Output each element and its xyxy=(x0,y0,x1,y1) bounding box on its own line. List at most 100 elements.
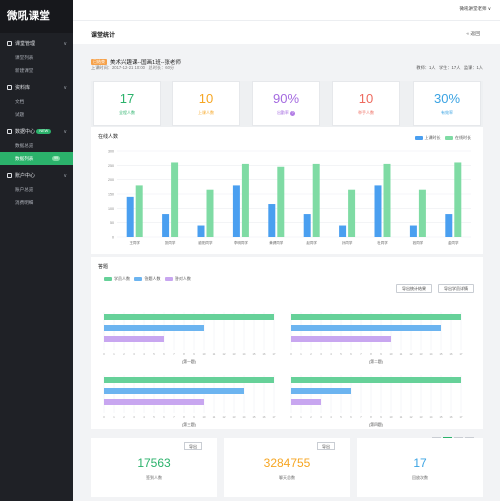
x-tick-label: 赵同学 xyxy=(306,240,317,245)
x-tick-label: 4 xyxy=(143,415,145,419)
x-tick-label: 15 xyxy=(253,352,256,356)
chat-card: 导出 3284755 聊天总数 xyxy=(224,438,350,497)
quiz-bar xyxy=(104,314,274,320)
chevron-down-icon: ∨ xyxy=(63,129,67,135)
stat-value: 17 xyxy=(119,91,135,106)
help-icon[interactable]: ? xyxy=(290,111,296,116)
sidebar-group-library[interactable]: 资料库 ∨ xyxy=(0,81,73,95)
y-tick-label: 50 xyxy=(110,221,114,225)
bar-class-time xyxy=(339,225,347,237)
sidebar-item-billing[interactable]: 消费明细 xyxy=(15,200,34,205)
sidebar-item-docs[interactable]: 文档 xyxy=(15,99,25,104)
x-tick-label: 9 xyxy=(193,352,195,356)
x-tick-label: 2 xyxy=(310,352,312,356)
sidebar-item-data-overview[interactable]: 数据总览 xyxy=(15,143,34,148)
quiz-bar xyxy=(104,325,204,331)
bar-class-time xyxy=(126,196,134,237)
sidebar-item-account-overview[interactable]: 账户总览 xyxy=(15,187,34,192)
sidebar-item-data-list[interactable]: 数据列表 99 xyxy=(0,152,73,165)
x-tick-label: 13 xyxy=(420,352,423,356)
x-tick-label: 10 xyxy=(203,352,206,356)
stat-card: 30% 有效率 xyxy=(413,81,481,126)
data-icon xyxy=(7,129,12,135)
x-tick-label: 9 xyxy=(380,415,382,419)
new-badge: NEW xyxy=(36,129,52,135)
x-tick-label: 12 xyxy=(223,415,226,419)
subplot-caption: (第四题) xyxy=(369,422,384,427)
x-tick-label: 16 xyxy=(450,352,453,356)
x-tick-label: 11 xyxy=(213,415,216,419)
legend-label: 上课时长 xyxy=(424,135,441,140)
stat-label: 举手人数 xyxy=(358,110,374,115)
x-tick-label: 14 xyxy=(243,415,246,419)
sidebar-item-course-list[interactable]: 课堂列表 xyxy=(15,55,34,60)
x-tick-label: 2 xyxy=(123,352,125,356)
bar-class-time xyxy=(268,204,276,237)
sidebar-group-account[interactable]: 账户中心 ∨ xyxy=(0,169,73,183)
lesson-meta: 上课时间：2017-12-21 10:00 总时长：60分 xyxy=(91,65,175,70)
online-bar-chart: 300 250 200 150 100 50 0 王同学 张同学 欧阳同学 李明同学 黄健同学 赵同学 孙… xyxy=(108,150,471,245)
export-button[interactable]: 导出 xyxy=(317,442,335,450)
x-tick-label: 11 xyxy=(400,352,403,356)
x-tick-label: 10 xyxy=(203,415,206,419)
x-tick-label: 10 xyxy=(390,352,393,356)
legend-swatch xyxy=(134,276,143,281)
x-tick-label: 5 xyxy=(153,352,155,356)
stat-label: 签到人数 xyxy=(146,475,162,480)
x-tick-label: 7 xyxy=(360,415,362,419)
x-tick-label: 钱同学 xyxy=(413,240,424,245)
sidebar-item-new-course[interactable]: 新建课堂 xyxy=(15,68,34,73)
sidebar: 微吼课堂 课堂管理 ∨ 课堂列表 新建课堂 资料库 ∨ 文档 试题 数据中心 N… xyxy=(0,0,73,501)
x-tick-label: 4 xyxy=(330,415,332,419)
export-button[interactable]: 导出 xyxy=(184,442,202,450)
subplot-caption: (第二题) xyxy=(369,359,384,364)
quiz-bar xyxy=(104,388,244,394)
x-tick-label: 杜同学 xyxy=(377,240,388,245)
x-tick-label: 5 xyxy=(340,415,342,419)
y-tick-label: 0 xyxy=(112,236,114,240)
bar-online-time xyxy=(312,163,320,237)
replay-card: 17 回放次数 xyxy=(357,438,483,497)
export-stats-button[interactable]: 导出统计结果 xyxy=(396,284,432,293)
export-detail-button[interactable]: 导出学员详情 xyxy=(438,284,474,293)
stat-value: 17563 xyxy=(137,456,171,470)
bar-online-time xyxy=(383,163,391,237)
back-link[interactable]: « 返回 xyxy=(466,32,480,37)
lesson-name: 美术兴趣课--国画1班--张老师 xyxy=(110,59,181,66)
x-tick-label: 2 xyxy=(123,415,125,419)
bar-online-time xyxy=(277,166,285,237)
x-tick-label: 14 xyxy=(430,415,433,419)
x-tick-label: 0 xyxy=(103,415,105,419)
chart-legend: 上课时长 在线时长 xyxy=(414,135,471,141)
stat-card: 10 上课人数 xyxy=(172,81,240,126)
x-tick-label: 3 xyxy=(133,415,135,419)
user-menu[interactable]: 微吼讲堂老师 ∨ xyxy=(459,6,491,11)
quiz-bar xyxy=(291,314,461,320)
x-tick-label: 17 xyxy=(460,352,463,356)
x-tick-label: 1 xyxy=(113,415,115,419)
panel-title: 在线人数 xyxy=(98,134,119,140)
x-tick-label: 6 xyxy=(350,352,352,356)
stat-card: 17 全程人数 xyxy=(93,81,161,126)
quiz-bar xyxy=(291,325,441,331)
quiz-bar xyxy=(291,336,391,342)
x-tick-label: 12 xyxy=(410,352,413,356)
legend-swatch xyxy=(104,276,112,281)
x-tick-label: 9 xyxy=(193,415,195,419)
sidebar-group-course[interactable]: 课堂管理 ∨ xyxy=(0,37,73,51)
sidebar-item-questions[interactable]: 试题 xyxy=(15,112,25,117)
x-tick-label: 张同学 xyxy=(165,240,176,245)
stat-value: 10 xyxy=(358,91,374,106)
sidebar-group-data[interactable]: 数据中心 NEW ∨ xyxy=(0,125,73,139)
bar-class-time xyxy=(445,214,453,237)
x-tick-label: 17 xyxy=(460,415,463,419)
legend-label: 答对人数 xyxy=(174,276,191,281)
x-tick-label: 13 xyxy=(233,352,236,356)
x-tick-label: 3 xyxy=(133,352,135,356)
x-tick-label: 8 xyxy=(370,352,372,356)
x-tick-label: 欧阳同学 xyxy=(199,240,213,245)
y-tick-label: 150 xyxy=(108,193,114,197)
stat-label: 有效率 xyxy=(441,110,453,115)
x-tick-label: 孙同学 xyxy=(342,240,353,245)
